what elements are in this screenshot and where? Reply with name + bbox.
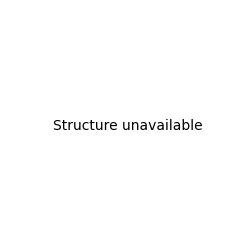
Text: Structure unavailable: Structure unavailable xyxy=(53,119,203,133)
